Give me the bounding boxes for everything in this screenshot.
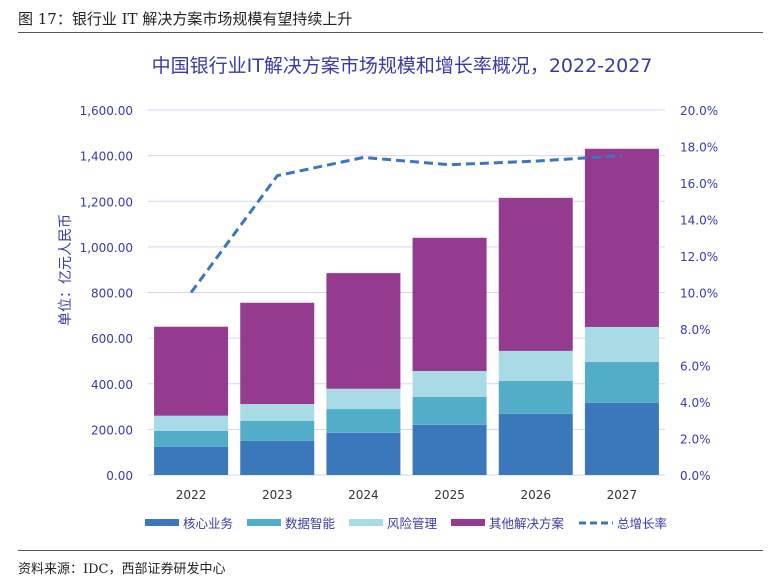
- bar-segment: [154, 430, 229, 447]
- bar-segment: [412, 396, 487, 425]
- bottom-divider: [18, 550, 763, 551]
- y-tick-label: 800.00: [91, 287, 133, 301]
- legend-label: 风险管理: [387, 516, 438, 531]
- y2-tick-label: 8.0%: [680, 323, 711, 337]
- y-tick-label: 600.00: [91, 332, 133, 346]
- x-tick-label: 2026: [520, 488, 551, 502]
- bar-segment: [326, 273, 401, 389]
- y-tick-label: 400.00: [91, 378, 133, 392]
- y-tick-label: 1,400.00: [80, 150, 133, 164]
- y2-tick-label: 18.0%: [680, 141, 718, 155]
- legend-swatch: [247, 519, 281, 526]
- y-tick-label: 0.00: [106, 469, 133, 483]
- bar-segment: [498, 197, 573, 351]
- y2-tick-label: 6.0%: [680, 360, 711, 374]
- x-tick-label: 2027: [607, 488, 638, 502]
- x-tick-label: 2024: [348, 488, 379, 502]
- y2-tick-label: 2.0%: [680, 433, 711, 447]
- legend-swatch: [349, 519, 383, 526]
- top-divider: [18, 32, 763, 33]
- y2-tick-label: 0.0%: [680, 469, 711, 483]
- bar-segment: [498, 413, 573, 475]
- bar-segment: [584, 148, 659, 327]
- y-tick-label: 1,000.00: [80, 241, 133, 255]
- legend-label: 其他解决方案: [489, 516, 565, 531]
- chart-title: 中国银行业IT解决方案市场规模和增长率概况，2022-2027: [152, 55, 653, 77]
- y-axis-label: 单位：亿元人民币: [58, 214, 74, 326]
- bar-segment: [240, 440, 315, 475]
- bar-segment: [154, 415, 229, 431]
- bar-segment: [326, 388, 401, 410]
- y-tick-label: 1,600.00: [80, 104, 133, 118]
- legend-label: 总增长率: [617, 516, 667, 531]
- x-tick-label: 2025: [434, 488, 465, 502]
- bar-segment: [240, 302, 315, 405]
- bar-segment: [326, 432, 401, 475]
- bar-segment: [498, 381, 573, 414]
- legend-swatch: [451, 519, 485, 526]
- y-tick-label: 1,200.00: [80, 195, 133, 209]
- legend-label: 数据智能: [285, 516, 336, 531]
- y2-tick-label: 12.0%: [680, 250, 718, 264]
- bar-segment: [412, 237, 487, 371]
- y-tick-label: 200.00: [91, 423, 133, 437]
- legend-label: 核心业务: [183, 516, 233, 531]
- x-tick-label: 2023: [262, 488, 293, 502]
- figure-title: 图 17：银行业 IT 解决方案市场规模有望持续上升: [18, 10, 353, 28]
- bar-segment: [154, 446, 229, 475]
- y2-tick-label: 14.0%: [680, 214, 718, 228]
- y2-tick-label: 10.0%: [680, 287, 718, 301]
- bar-segment: [584, 361, 659, 403]
- bar-segment: [584, 402, 659, 475]
- y2-tick-label: 16.0%: [680, 177, 718, 191]
- bar-segment: [412, 370, 487, 397]
- bar-segment: [498, 350, 573, 382]
- bar-segment: [240, 404, 315, 421]
- y2-tick-label: 20.0%: [680, 104, 718, 118]
- source-note: 资料来源：IDC，西部证券研发中心: [18, 562, 226, 577]
- x-tick-label: 2022: [176, 488, 207, 502]
- legend-swatch: [145, 519, 179, 526]
- bar-segment: [584, 326, 659, 362]
- bar-segment: [326, 409, 401, 433]
- bar-segment: [240, 420, 315, 441]
- bar-segment: [154, 326, 229, 416]
- bar-segment: [412, 424, 487, 475]
- y2-tick-label: 4.0%: [680, 396, 711, 410]
- growth-rate-line: [189, 154, 623, 294]
